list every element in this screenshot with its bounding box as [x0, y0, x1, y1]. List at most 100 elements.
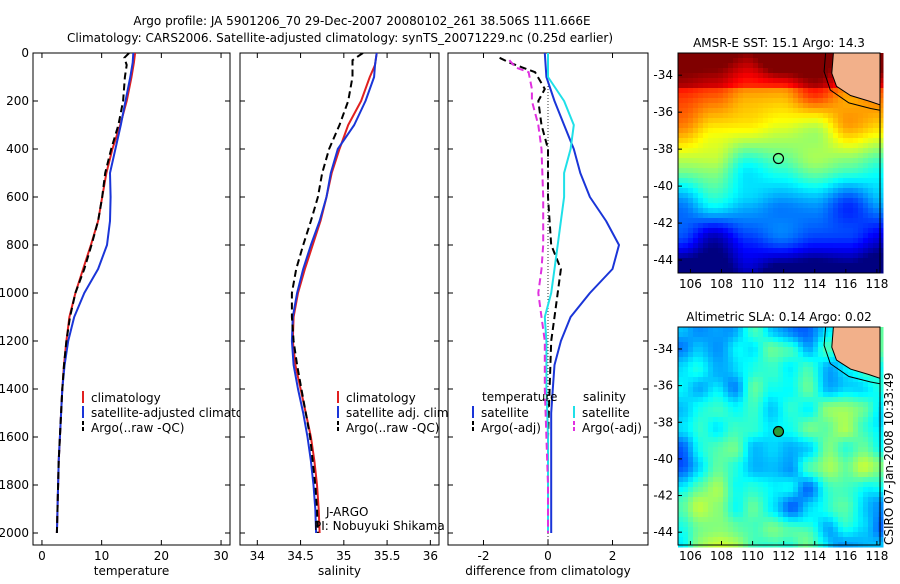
heatmap-cell: [763, 123, 769, 129]
heatmap-cell: [788, 53, 794, 59]
heatmap-cell: [843, 123, 849, 129]
heatmap-cell: [733, 183, 739, 189]
heatmap-cell: [693, 507, 699, 513]
heatmap-cell: [713, 158, 719, 164]
heatmap-cell: [773, 208, 779, 214]
heatmap-cell: [823, 337, 829, 343]
heatmap-cell: [698, 128, 704, 134]
heatmap-cell: [768, 507, 774, 513]
heatmap-cell: [873, 218, 879, 224]
heatmap-cell: [843, 233, 849, 239]
heatmap-cell: [698, 223, 704, 229]
heatmap-cell: [873, 487, 879, 493]
heatmap-cell: [753, 248, 759, 254]
heatmap-cell: [858, 392, 864, 398]
heatmap-cell: [773, 447, 779, 453]
heatmap-cell: [693, 108, 699, 114]
heatmap-cell: [723, 188, 729, 194]
heatmap-cell: [823, 238, 829, 244]
heatmap-cell: [793, 502, 799, 508]
heatmap-cell: [728, 53, 734, 59]
heatmap-cell: [678, 477, 684, 483]
heatmap-cell: [733, 218, 739, 224]
heatmap-cell: [758, 507, 764, 513]
heatmap-cell: [873, 477, 879, 483]
heatmap-cell: [768, 123, 774, 129]
heatmap-cell: [798, 73, 804, 79]
heatmap-cell: [738, 492, 744, 498]
heatmap-cell: [833, 362, 839, 368]
heatmap-cell: [858, 223, 864, 229]
legend-label: climatology: [346, 391, 416, 405]
heatmap-cell: [863, 218, 869, 224]
heatmap-cell: [683, 238, 689, 244]
heatmap-cell: [743, 178, 749, 184]
heatmap-cell: [798, 198, 804, 204]
heatmap-cell: [678, 357, 684, 363]
heatmap-cell: [793, 208, 799, 214]
heatmap-cell: [853, 243, 859, 249]
heatmap-cell: [818, 218, 824, 224]
heatmap-cell: [793, 377, 799, 383]
heatmap-cell: [753, 517, 759, 523]
heatmap-cell: [818, 472, 824, 478]
heatmap-cell: [698, 93, 704, 99]
heatmap-cell: [858, 248, 864, 254]
heatmap-cell: [758, 417, 764, 423]
heatmap-cell: [738, 233, 744, 239]
heatmap-cell: [733, 78, 739, 84]
heatmap-cell: [863, 417, 869, 423]
heatmap-cell: [768, 83, 774, 89]
heatmap-cell: [828, 392, 834, 398]
heatmap-cell: [698, 268, 704, 274]
heatmap-cell: [723, 352, 729, 358]
heatmap-cell: [748, 268, 754, 274]
heatmap-cell: [743, 143, 749, 149]
heatmap-cell: [823, 218, 829, 224]
heatmap-cell: [773, 268, 779, 274]
heatmap-cell: [863, 467, 869, 473]
heatmap-cell: [678, 507, 684, 513]
heatmap-cell: [738, 78, 744, 84]
heatmap-cell: [823, 138, 829, 144]
heatmap-cell: [743, 83, 749, 89]
heatmap-cell: [793, 327, 799, 333]
heatmap-cell: [828, 118, 834, 124]
heatmap-cell: [808, 253, 814, 259]
heatmap-cell: [778, 193, 784, 199]
heatmap-cell: [683, 143, 689, 149]
heatmap-cell: [683, 78, 689, 84]
heatmap-cell: [833, 367, 839, 373]
heatmap-cell: [718, 83, 724, 89]
heatmap-cell: [768, 502, 774, 508]
heatmap-cell: [733, 238, 739, 244]
heatmap-cell: [828, 507, 834, 513]
heatmap-cell: [763, 133, 769, 139]
heatmap-cell: [773, 407, 779, 413]
heatmap-cell: [788, 238, 794, 244]
heatmap-cell: [688, 427, 694, 433]
heatmap-cell: [838, 263, 844, 269]
heatmap-cell: [723, 527, 729, 533]
heatmap-cell: [718, 213, 724, 219]
heatmap-cell: [728, 397, 734, 403]
heatmap-cell: [728, 213, 734, 219]
x-tick-label: 108: [710, 549, 733, 563]
heatmap-cell: [763, 63, 769, 69]
heatmap-cell: [758, 243, 764, 249]
y-tick-label: -42: [653, 489, 673, 503]
heatmap-cell: [743, 153, 749, 159]
heatmap-cell: [798, 522, 804, 528]
heatmap-cell: [693, 248, 699, 254]
heatmap-cell: [718, 198, 724, 204]
heatmap-cell: [793, 158, 799, 164]
heatmap-cell: [698, 357, 704, 363]
heatmap-cell: [828, 432, 834, 438]
heatmap-cell: [783, 502, 789, 508]
heatmap-cell: [843, 507, 849, 513]
heatmap-cell: [753, 183, 759, 189]
heatmap-cell: [818, 382, 824, 388]
heatmap-cell: [878, 133, 884, 139]
heatmap-cell: [718, 228, 724, 234]
heatmap-cell: [863, 492, 869, 498]
